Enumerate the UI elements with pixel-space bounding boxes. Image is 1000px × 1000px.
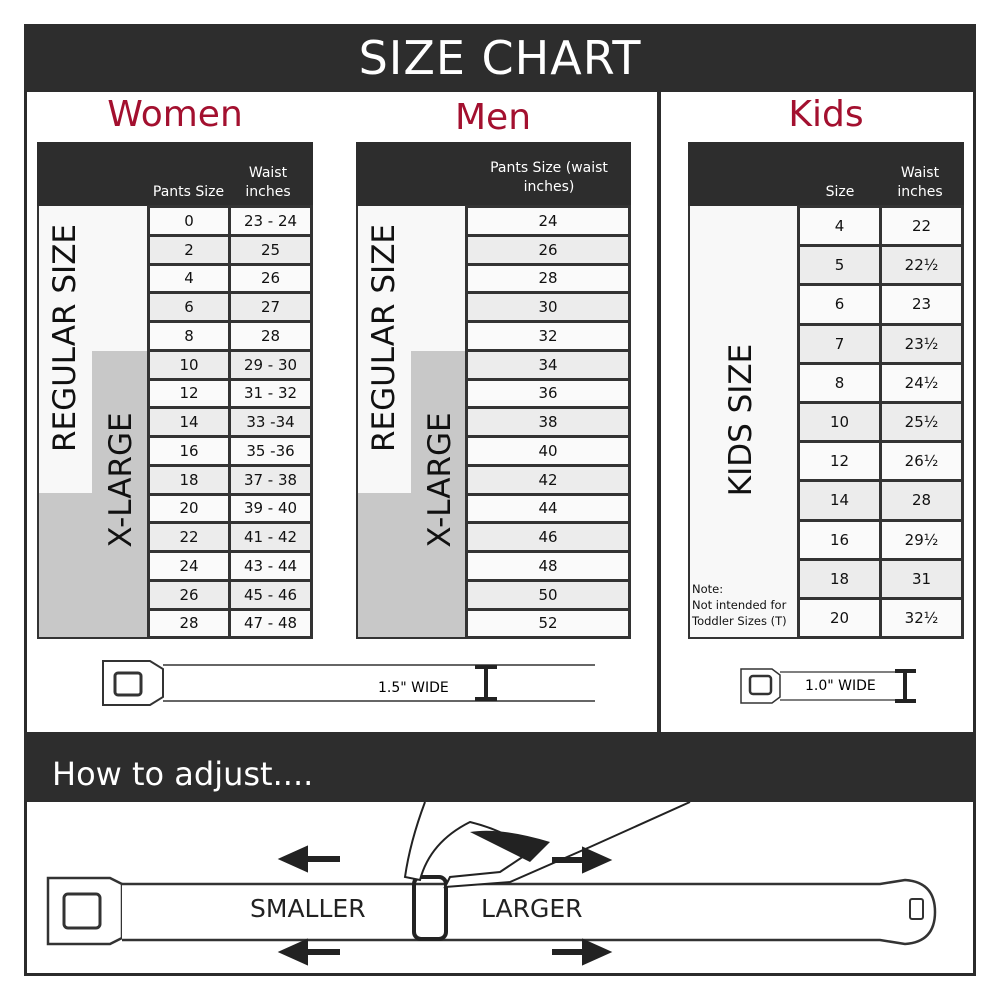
kids-cell: 23 [879, 283, 964, 326]
men-cell: 40 [465, 435, 631, 467]
kids-cell: 5 [797, 244, 882, 287]
kids-cell: 31 [879, 557, 964, 600]
kids-cell: 14 [797, 479, 882, 522]
men-title: Men [454, 97, 532, 138]
kids-cell: 25½ [879, 401, 964, 444]
women-cell: 33 -34 [228, 406, 313, 438]
women-table-header: Pants Size Waist inches [37, 142, 313, 206]
women-cell: 12 [147, 377, 231, 410]
kids-cell: 24½ [879, 361, 964, 404]
women-regular-label: REGULAR SIZE [47, 223, 83, 453]
women-col-pants-size: Pants Size [152, 184, 225, 200]
men-cell: 38 [465, 406, 631, 438]
women-cell: 27 [228, 291, 313, 323]
men-xlarge-region-lower [356, 493, 467, 639]
kids-cell: 12 [797, 440, 882, 483]
men-cell: 44 [465, 492, 631, 525]
women-title: Women [107, 94, 243, 135]
kids-cell: 22½ [879, 244, 964, 287]
kids-belt-width: 1.0" WIDE [805, 678, 876, 694]
kids-note-title: Note: [692, 582, 724, 596]
kids-col-size: Size [825, 184, 855, 200]
kids-title: Kids [788, 94, 864, 135]
men-cell: 34 [465, 348, 631, 381]
kids-cell: 29½ [879, 518, 964, 561]
men-cell: 28 [465, 262, 631, 295]
kids-cell: 8 [797, 361, 882, 404]
kids-cell: 7 [797, 322, 882, 365]
men-cell: 50 [465, 578, 631, 611]
kids-cell: 10 [797, 401, 882, 444]
kids-table-header: Size Waist inches [688, 142, 964, 206]
women-cell: 35 -36 [228, 435, 313, 467]
men-col-pants-size: Pants Size (waist inches) [490, 160, 608, 195]
women-cell: 47 - 48 [228, 607, 313, 640]
men-cell: 36 [465, 377, 631, 410]
men-cell: 46 [465, 521, 631, 553]
women-col-waist: Waist inches [245, 165, 291, 200]
kids-cell: 26½ [879, 440, 964, 483]
men-cell: 30 [465, 291, 631, 323]
women-cell: 20 [147, 492, 231, 525]
kids-cell: 6 [797, 283, 882, 326]
women-cell: 26 [147, 578, 231, 611]
men-table-header: Pants Size (waist inches) [356, 142, 631, 206]
women-cell: 31 - 32 [228, 377, 313, 410]
larger-label: LARGER [481, 894, 583, 923]
kids-cell: 16 [797, 518, 882, 561]
women-cell: 25 [228, 233, 313, 266]
divider [657, 92, 661, 732]
page-title: SIZE CHART [24, 24, 976, 92]
women-cell: 4 [147, 262, 231, 295]
kids-cell: 28 [879, 479, 964, 522]
women-cell: 10 [147, 348, 231, 381]
women-xlarge-label: X-LARGE [103, 412, 139, 548]
women-cell: 28 [147, 607, 231, 640]
adjust-belt-illustration [46, 802, 937, 966]
women-cell: 29 - 30 [228, 348, 313, 381]
women-cell: 39 - 40 [228, 492, 313, 525]
adjust-title: How to adjust.... [24, 732, 976, 802]
women-cell: 2 [147, 233, 231, 266]
kids-cell: 23½ [879, 322, 964, 365]
kids-belt-icon [740, 668, 916, 704]
women-belt-width: 1.5" WIDE [378, 680, 449, 696]
women-cell: 8 [147, 320, 231, 352]
kids-label-region [688, 206, 799, 639]
kids-cell: 18 [797, 557, 882, 600]
women-cell: 14 [147, 406, 231, 438]
women-cell: 18 [147, 463, 231, 496]
men-cell: 52 [465, 607, 631, 640]
women-cell: 45 - 46 [228, 578, 313, 611]
women-cell: 37 - 38 [228, 463, 313, 496]
women-cell: 23 - 24 [228, 205, 313, 237]
kids-cell: 4 [797, 205, 882, 248]
kids-cell: 20 [797, 597, 882, 640]
men-cell: 48 [465, 550, 631, 582]
men-cell: 32 [465, 320, 631, 352]
men-cell: 26 [465, 233, 631, 266]
women-belt-icon [102, 660, 595, 706]
men-regular-label: REGULAR SIZE [366, 223, 402, 453]
women-cell: 26 [228, 262, 313, 295]
kids-cell: 32½ [879, 597, 964, 640]
women-cell: 22 [147, 521, 231, 553]
kids-note: Note: Not intended for Toddler Sizes (T) [692, 581, 797, 629]
smaller-label: SMALLER [250, 894, 366, 923]
women-cell: 16 [147, 435, 231, 467]
men-cell: 42 [465, 463, 631, 496]
women-cell: 43 - 44 [228, 550, 313, 582]
kids-col-waist: Waist inches [897, 165, 943, 200]
men-xlarge-label: X-LARGE [422, 412, 458, 548]
women-cell: 24 [147, 550, 231, 582]
women-cell: 28 [228, 320, 313, 352]
kids-cell: 22 [879, 205, 964, 248]
women-cell: 0 [147, 205, 231, 237]
men-cell: 24 [465, 205, 631, 237]
women-cell: 41 - 42 [228, 521, 313, 553]
kids-note-text: Not intended for Toddler Sizes (T) [692, 598, 787, 628]
women-cell: 6 [147, 291, 231, 323]
kids-size-label: KIDS SIZE [723, 343, 759, 497]
women-xlarge-region-lower [37, 493, 148, 639]
